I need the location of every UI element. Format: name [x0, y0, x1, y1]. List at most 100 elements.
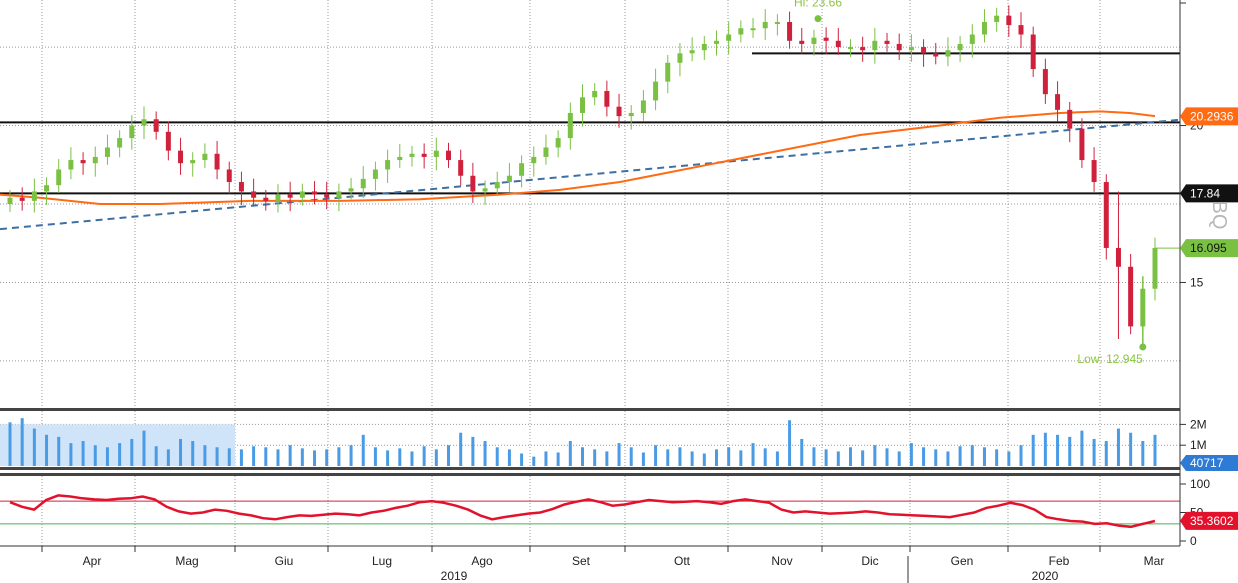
- candle-body: [762, 21, 768, 29]
- volume-bar: [386, 450, 390, 466]
- candle-body: [348, 188, 354, 192]
- volume-bar: [1031, 434, 1035, 466]
- candle-body: [689, 50, 695, 54]
- candle-body: [640, 100, 646, 113]
- volume-bar: [885, 448, 889, 466]
- volume-bar: [252, 446, 256, 466]
- candle-body: [409, 153, 415, 157]
- candle-body: [506, 175, 512, 183]
- price-tag-shape: [1180, 107, 1238, 126]
- volume-bar: [897, 451, 901, 466]
- volume-bar: [934, 449, 938, 466]
- candle-body: [580, 97, 585, 113]
- candle-body: [592, 91, 598, 98]
- volume-bar: [459, 432, 463, 466]
- volume-bar: [958, 446, 962, 466]
- volume-bar: [361, 434, 365, 466]
- candle-body: [701, 43, 707, 51]
- volume-bar: [1141, 441, 1145, 466]
- volume-bar: [349, 445, 353, 466]
- volume-bar: [118, 443, 122, 466]
- month-label: Mar: [1144, 554, 1165, 568]
- candle-body: [921, 47, 927, 54]
- price-trendline: [0, 118, 1186, 231]
- volume-bar: [1080, 430, 1084, 466]
- volume-bar: [836, 451, 840, 466]
- rsi-tag-label: 35.3602: [1190, 514, 1234, 528]
- candle-body: [1018, 25, 1024, 35]
- price-moving-average: [0, 110, 1156, 205]
- rsi-grid: [0, 476, 1180, 546]
- volume-bar: [824, 449, 828, 466]
- volume-bar: [166, 449, 170, 466]
- volume-bar: [800, 438, 804, 466]
- year-label: 2019: [441, 569, 468, 583]
- candle-body: [433, 150, 439, 157]
- volume-bar: [654, 445, 658, 466]
- candle-body: [835, 40, 841, 48]
- candle-body: [7, 197, 13, 204]
- volume-bar: [763, 448, 767, 466]
- volume-bar: [81, 441, 85, 466]
- trendline: [0, 118, 1186, 231]
- volume-tick-label: 2M: [1190, 417, 1207, 431]
- volume-bar: [215, 447, 219, 466]
- volume-bar: [57, 436, 61, 466]
- separator-price-volume[interactable]: [0, 408, 1180, 411]
- rsi-tick-label: 0: [1190, 534, 1197, 548]
- watermark-text: BQ: [1208, 201, 1230, 230]
- rsi-line: [9, 494, 1156, 529]
- candle-body: [665, 62, 671, 82]
- candle-body: [713, 40, 719, 44]
- price-tags: 20.2936 17.84 16.095 40717 35.3602: [1180, 107, 1238, 530]
- volume-bar: [264, 447, 268, 466]
- volume-bar: [1007, 451, 1011, 466]
- volume-bar: [702, 453, 706, 466]
- rsi-polyline: [9, 494, 1156, 529]
- price-tag-shape: [1180, 239, 1238, 258]
- volume-bar: [337, 447, 341, 466]
- year-label: 2020: [1032, 569, 1059, 583]
- candle-body: [68, 160, 74, 170]
- month-label: Mag: [175, 554, 198, 568]
- candle-body: [299, 191, 305, 198]
- volume-bar: [775, 451, 779, 466]
- volume-bar: [641, 452, 645, 466]
- candle-body: [738, 28, 744, 35]
- volume-bar: [556, 452, 560, 466]
- volume-bar: [909, 443, 913, 466]
- volume-bar: [812, 447, 816, 466]
- volume-panel: [0, 411, 1180, 467]
- price-tag: 16.095: [1180, 239, 1238, 258]
- volume-bar: [227, 448, 231, 466]
- volume-bar: [788, 420, 792, 466]
- volume-bar: [995, 449, 999, 466]
- candle-body: [555, 138, 561, 148]
- price-tag: 20.2936: [1180, 107, 1238, 126]
- volume-bar: [739, 450, 743, 466]
- volume-bar: [483, 441, 487, 466]
- candle-body: [446, 150, 452, 161]
- separator-rsi[interactable]: [0, 473, 1180, 476]
- volume-tag-shape: [1180, 455, 1238, 471]
- candle-body: [263, 197, 269, 201]
- low-marker: [1139, 343, 1147, 351]
- price-tag-label: 20.2936: [1190, 109, 1234, 123]
- candle-body: [1103, 182, 1109, 248]
- hi-marker: [814, 15, 822, 23]
- candle-body: [44, 185, 50, 192]
- volume-bar: [1019, 445, 1023, 466]
- candle-body: [1128, 266, 1134, 327]
- candle-body: [165, 131, 171, 151]
- volume-bar: [325, 449, 329, 466]
- candle-body: [945, 50, 951, 57]
- candle-body: [202, 153, 208, 161]
- volume-bar: [751, 443, 755, 466]
- rsi-panel: [0, 476, 1180, 546]
- candle-body: [31, 191, 37, 201]
- candle-body: [153, 119, 159, 132]
- volume-bar: [666, 449, 670, 466]
- separator-volume-rsi[interactable]: [0, 467, 1180, 470]
- candle-body: [847, 47, 853, 50]
- volume-bars: [0, 418, 1157, 466]
